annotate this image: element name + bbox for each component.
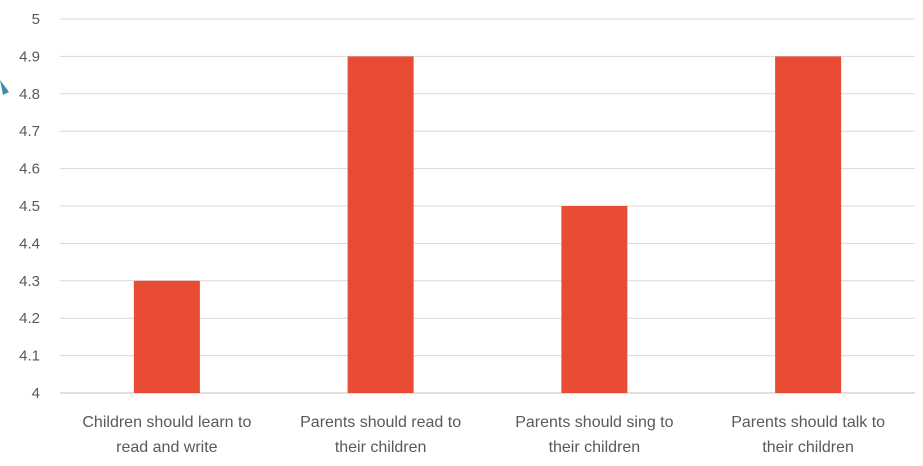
x-tick-label: Children should learn to xyxy=(82,414,251,431)
x-tick-label: Parents should read to xyxy=(300,414,461,431)
y-tick-label: 4.6 xyxy=(19,161,40,178)
bar xyxy=(561,206,628,393)
x-tick-label: read and write xyxy=(116,439,217,456)
y-tick-label: 4.4 xyxy=(19,235,40,252)
y-tick-label: 4.1 xyxy=(19,348,40,365)
x-tick-label: their children xyxy=(762,439,854,456)
x-tick-label: Parents should talk to xyxy=(731,414,885,431)
gridlines xyxy=(60,18,915,394)
y-tick-label: 4.8 xyxy=(19,86,40,103)
y-tick-label: 4.2 xyxy=(19,310,40,327)
bar xyxy=(347,56,414,394)
y-axis-ticks: 4 4.1 4.2 4.3 4.4 4.5 4.6 4.7 4.8 4.9 5 xyxy=(19,11,40,402)
edge-marker-shape xyxy=(0,80,9,95)
y-tick-label: 4.9 xyxy=(19,48,40,65)
y-tick-label: 4.7 xyxy=(19,123,40,140)
bar xyxy=(133,280,200,393)
y-tick-label: 4 xyxy=(32,385,40,402)
bars xyxy=(133,56,842,394)
y-tick-label: 4.5 xyxy=(19,198,40,215)
x-tick-label: their children xyxy=(335,439,427,456)
y-tick-label: 5 xyxy=(32,11,40,28)
y-tick-label: 4.3 xyxy=(19,273,40,290)
bar xyxy=(775,56,842,394)
x-tick-label: Parents should sing to xyxy=(515,414,673,431)
x-axis-labels: Children should learn to read and write Pa… xyxy=(82,414,885,456)
edge-marker xyxy=(0,80,9,95)
x-tick-label: their children xyxy=(549,439,641,456)
